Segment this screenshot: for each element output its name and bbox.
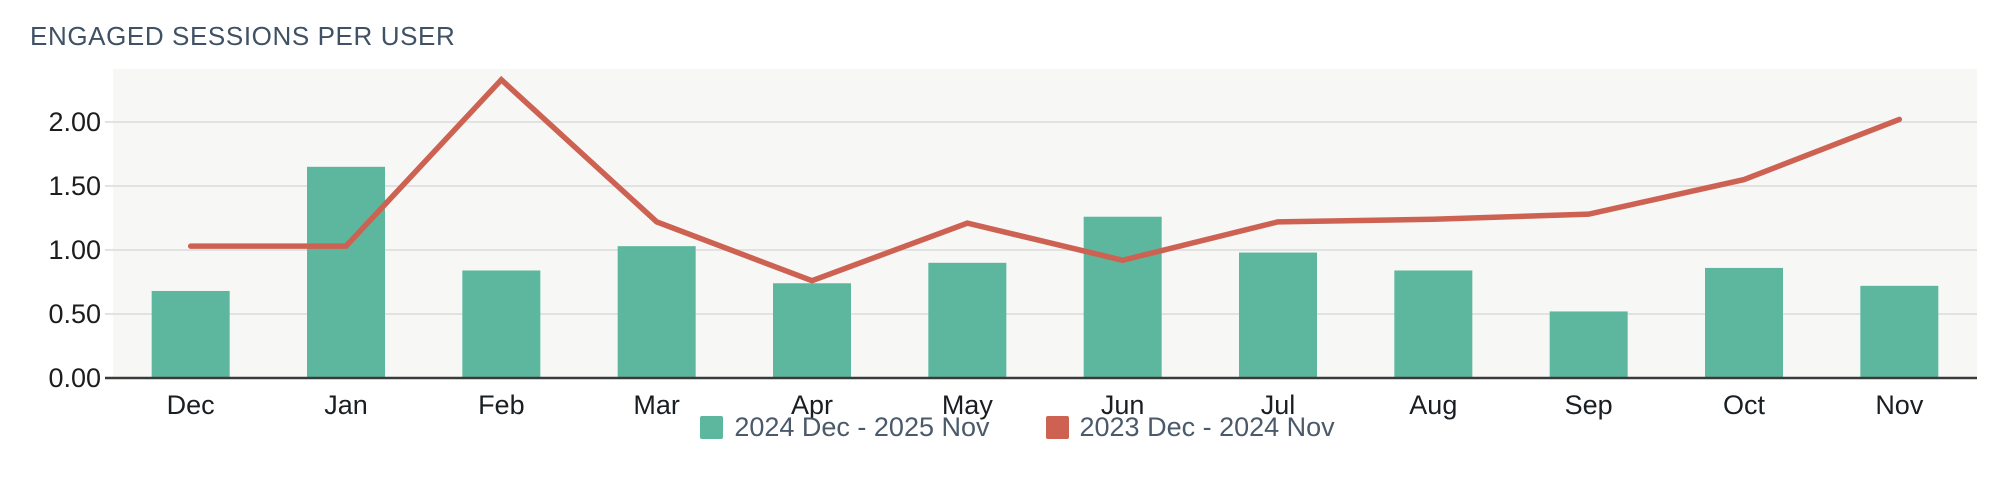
x-axis-label: Jun — [1101, 390, 1145, 420]
bar[interactable] — [617, 246, 696, 378]
bar[interactable] — [928, 262, 1007, 378]
bar[interactable] — [307, 166, 385, 378]
x-axis-label: Nov — [1875, 390, 1924, 420]
legend-swatch-line-series — [1045, 416, 1069, 439]
y-tick-label: 1.50 — [48, 171, 101, 201]
bar[interactable] — [1549, 311, 1628, 378]
bar[interactable] — [1705, 267, 1783, 378]
x-axis-label: Dec — [167, 390, 215, 420]
trend-line[interactable] — [187, 75, 1903, 284]
legend-item-previous-period[interactable]: 2023 Dec - 2024 Nov — [1045, 412, 1335, 443]
y-tick-label: 0.50 — [48, 299, 101, 329]
x-axis-label: Aug — [1409, 390, 1457, 420]
x-axis-label: Jan — [324, 390, 368, 420]
bar[interactable] — [1860, 285, 1939, 378]
legend-label-previous-period: 2023 Dec - 2024 Nov — [1079, 412, 1335, 442]
bar[interactable] — [151, 290, 230, 378]
x-axis-label: Apr — [791, 390, 833, 420]
bar[interactable] — [1394, 270, 1473, 378]
bar[interactable] — [1239, 252, 1317, 378]
chart-title: ENGAGED SESSIONS PER USER — [30, 21, 456, 51]
y-tick-label: 1.00 — [48, 235, 101, 265]
bar[interactable] — [773, 283, 851, 378]
x-axis-label: Sep — [1565, 390, 1613, 420]
legend-swatch-bar-series — [700, 416, 724, 439]
x-axis-label: Oct — [1723, 390, 1766, 420]
plot-background — [113, 69, 1977, 378]
legend-label-current-period: 2024 Dec - 2025 Nov — [734, 412, 990, 442]
bar[interactable] — [1083, 216, 1162, 378]
x-axis-label: May — [942, 390, 994, 420]
y-tick-label: 0.00 — [48, 363, 101, 393]
bar[interactable] — [462, 270, 541, 378]
x-axis-label: Mar — [633, 390, 680, 420]
legend-item-current-period[interactable]: 2024 Dec - 2025 Nov — [700, 412, 990, 443]
chart-legend: 2024 Dec - 2025 Nov 2023 Dec - 2024 Nov — [18, 412, 1999, 443]
x-axis-label: Feb — [478, 390, 525, 420]
y-tick-label: 2.00 — [48, 107, 101, 137]
x-axis-label: Jul — [1261, 390, 1296, 420]
